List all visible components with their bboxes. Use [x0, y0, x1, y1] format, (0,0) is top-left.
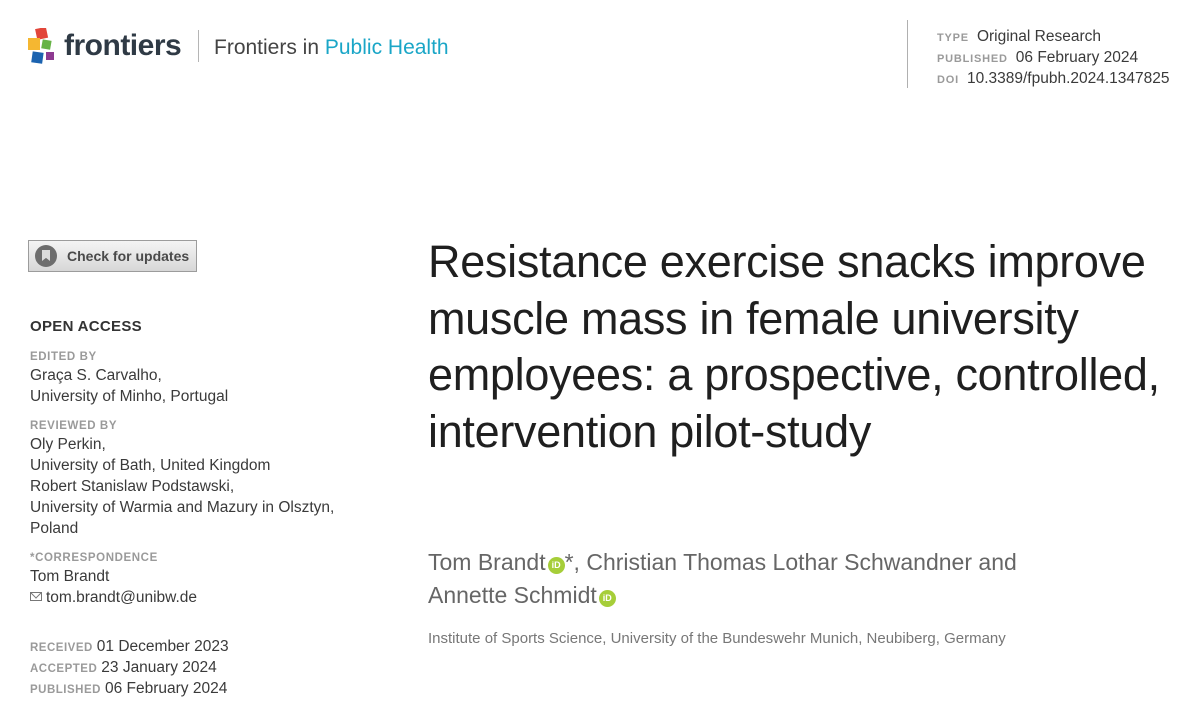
- meta-doi: DOI 10.3389/fpubh.2024.1347825: [937, 68, 1170, 89]
- reviewer-affiliation-country: Poland: [30, 520, 79, 537]
- article-dates: RECEIVED 01 December 2023 ACCEPTED 23 Janu…: [30, 636, 229, 699]
- meta-type-value: Original Research: [976, 28, 1101, 45]
- reviewer-name: Oly Perkin,: [30, 436, 106, 453]
- article-info-sidebar: OPEN ACCESS EDITED BY Graça S. Carvalho,…: [30, 318, 370, 619]
- edited-by-heading: EDITED BY: [30, 351, 97, 363]
- published-label: PUBLISHED: [30, 684, 101, 696]
- published-value: 06 February 2024: [104, 680, 228, 697]
- correspondence-email-link[interactable]: tom.brandt@unibw.de: [46, 589, 198, 606]
- editor-affiliation: University of Minho, Portugal: [30, 388, 229, 405]
- received-value: 01 December 2023: [96, 638, 229, 655]
- correspondence-section: *CORRESPONDENCE Tom Brandt tom.brandt@un…: [30, 550, 370, 608]
- received-date: RECEIVED 01 December 2023: [30, 636, 229, 657]
- reviewer-affiliation: University of Bath, United Kingdom: [30, 457, 271, 474]
- author-names-middle[interactable]: *, Christian Thomas Lothar Schwandner an…: [564, 549, 1017, 575]
- meta-type: TYPE Original Research: [937, 26, 1170, 47]
- accepted-label: ACCEPTED: [30, 663, 98, 675]
- frontiers-logo-icon: [26, 28, 66, 64]
- author-name[interactable]: Annette Schmidt: [428, 582, 597, 608]
- editor-name: Graça S. Carvalho,: [30, 367, 162, 384]
- correspondence-name: Tom Brandt: [30, 568, 110, 585]
- received-label: RECEIVED: [30, 642, 93, 654]
- meta-published: PUBLISHED 06 February 2024: [937, 47, 1170, 68]
- reviewed-by-heading: REVIEWED BY: [30, 420, 118, 432]
- reviewer-affiliation: University of Warmia and Mazury in Olszt…: [30, 499, 335, 516]
- open-access-label: OPEN ACCESS: [30, 318, 142, 335]
- author-list: Tom Brandt iD *, Christian Thomas Lothar S…: [428, 546, 1148, 612]
- accepted-value: 23 January 2024: [101, 659, 217, 676]
- article-title: Resistance exercise snacks improve muscl…: [428, 236, 1160, 457]
- check-for-updates-button[interactable]: Check for updates: [28, 240, 197, 272]
- header-divider: [198, 30, 199, 62]
- check-for-updates-label: Check for updates: [67, 248, 190, 264]
- meta-doi-label: DOI: [937, 74, 959, 86]
- correspondence-heading: *CORRESPONDENCE: [30, 552, 158, 564]
- meta-divider: [907, 20, 908, 88]
- reviewer-name: Robert Stanislaw Podstawski,: [30, 478, 235, 495]
- orcid-icon[interactable]: iD: [547, 557, 565, 574]
- brand-name[interactable]: frontiers: [64, 29, 182, 62]
- article-meta: TYPE Original Research PUBLISHED 06 Februa…: [937, 26, 1170, 89]
- author-name[interactable]: Tom Brandt: [428, 549, 546, 575]
- meta-doi-link[interactable]: 10.3389/fpubh.2024.1347825: [966, 70, 1170, 87]
- orcid-icon[interactable]: iD: [598, 590, 616, 607]
- reviewed-by-section: REVIEWED BY Oly Perkin, University of Ba…: [30, 418, 370, 539]
- journal-name: Public Health: [324, 36, 449, 59]
- bookmark-icon: [35, 245, 57, 267]
- journal-prefix: Frontiers in: [214, 36, 325, 59]
- journal-title[interactable]: Frontiers in Public Health: [214, 34, 449, 62]
- author-affiliation: Institute of Sports Science, University …: [428, 630, 1006, 647]
- meta-published-label: PUBLISHED: [937, 53, 1008, 65]
- meta-published-value: 06 February 2024: [1015, 49, 1139, 66]
- edited-by-section: EDITED BY Graça S. Carvalho, University …: [30, 349, 370, 407]
- meta-type-label: TYPE: [937, 32, 969, 44]
- accepted-date: ACCEPTED 23 January 2024: [30, 657, 229, 678]
- envelope-icon: [30, 592, 42, 601]
- correspondence-email-row: tom.brandt@unibw.de: [30, 587, 370, 608]
- published-date: PUBLISHED 06 February 2024: [30, 678, 229, 699]
